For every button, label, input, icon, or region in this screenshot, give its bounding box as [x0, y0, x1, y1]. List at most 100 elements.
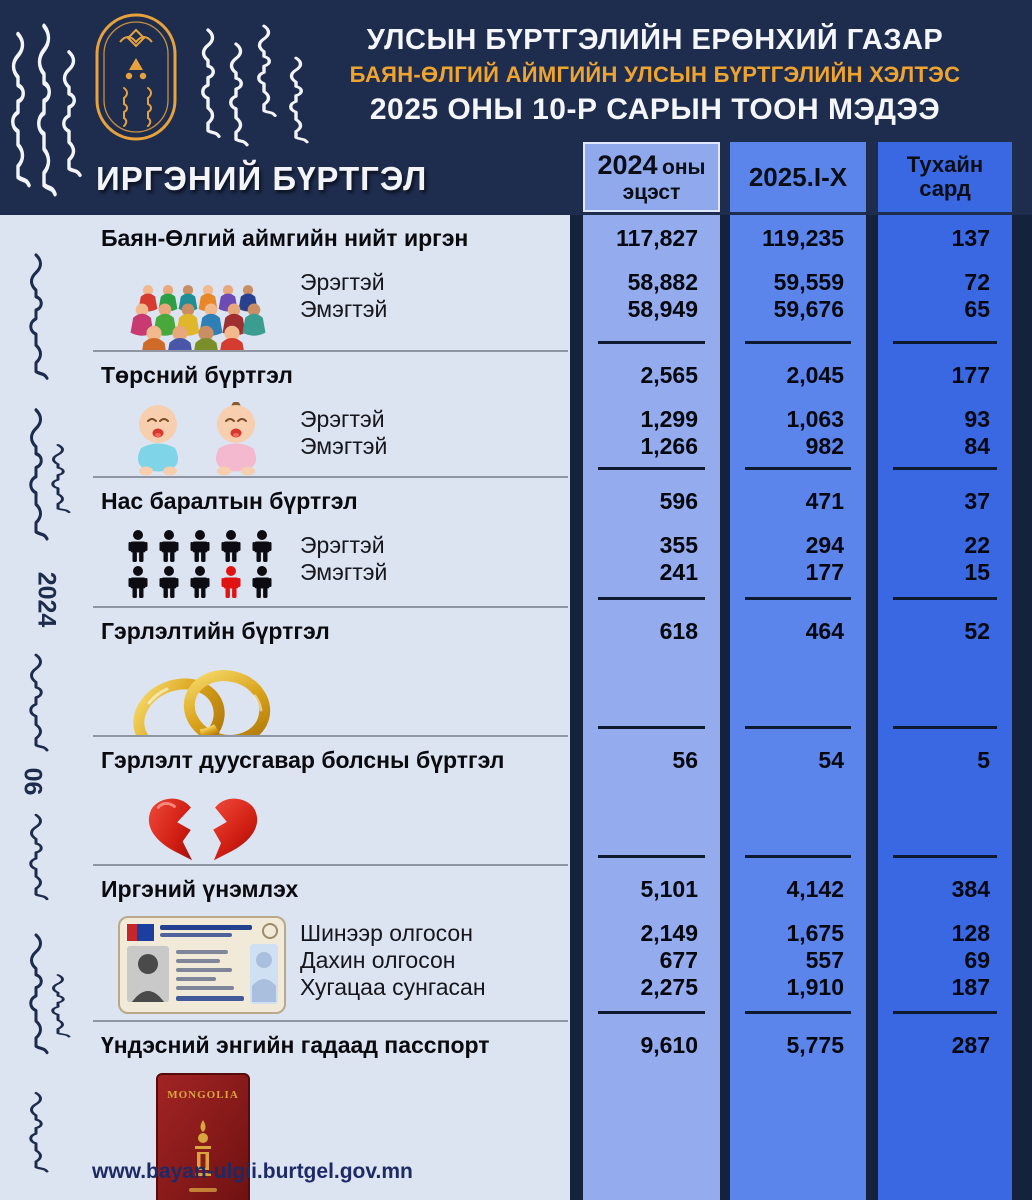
subrow-label: Дахин олгосон — [300, 947, 456, 973]
column-header-line2: сард — [919, 176, 971, 201]
column-underline — [598, 341, 705, 344]
section-value: 56 — [672, 747, 698, 773]
column-underline — [598, 467, 705, 470]
section-divider — [93, 735, 568, 737]
subrow-value: 1,675 — [786, 920, 844, 946]
section-title: Баян-Өлгий аймгийн нийт иргэн — [101, 225, 469, 251]
sidebar-month-numeral: 06 — [18, 767, 47, 796]
death-pictogram-icon — [105, 522, 300, 600]
subrow-value: 84 — [964, 433, 990, 459]
column-header-label: 2025.I-X — [748, 161, 848, 192]
column-underline — [744, 855, 852, 858]
subrow-value: 1,266 — [640, 433, 698, 459]
value-column-3: 52 — [878, 608, 1012, 737]
column-underline — [598, 597, 705, 600]
section-content: Нас баралтын бүртгэл Эрэгтэй Эмэгтэй — [85, 478, 570, 608]
svg-text:MONGOLIA: MONGOLIA — [167, 1089, 239, 1101]
section-value: 2,565 — [640, 362, 698, 388]
value-column-2: 464 — [730, 608, 866, 737]
section-value: 5,775 — [786, 1032, 844, 1058]
value-column-1: 9,610 — [583, 1022, 720, 1200]
id-card-icon — [105, 910, 300, 1016]
section-divider — [93, 476, 568, 478]
subrow-value: 128 — [951, 920, 990, 946]
column-header-suffix: оны — [662, 155, 706, 179]
section-value: 119,235 — [762, 225, 844, 251]
subrow-value: 677 — [659, 947, 698, 973]
column-header-month: Тухайн сард — [878, 142, 1012, 212]
value-column-2: 4,142 1,675 557 1,910 — [730, 866, 866, 1022]
section-value: 52 — [964, 618, 990, 644]
mongolian-script-decoration — [29, 253, 71, 1173]
value-column-1: 2,565 1,299 1,266 — [583, 352, 720, 478]
value-column-3: 287 — [878, 1022, 1012, 1200]
section-content: Үндэсний энгийн гадаад пасспорт MONGOLIA — [85, 1022, 570, 1200]
column-underline — [598, 1011, 705, 1014]
civil-registration-banner: ИРГЭНИЙ БҮРТГЭЛ — [96, 160, 428, 197]
column-header-2024: 2024 оны эцэст — [583, 142, 720, 212]
value-column-1: 618 — [583, 608, 720, 737]
header: УЛСЫН БҮРТГЭЛИЙН ЕРӨНХИЙ ГАЗАР БАЯН-ӨЛГИ… — [0, 0, 1032, 215]
website-link[interactable]: www.bayan-ulgii.burtgel.gov.mn — [92, 1160, 413, 1183]
agency-seal-logo — [95, 13, 177, 141]
column-underline — [892, 726, 998, 729]
value-column-2: 5,775 — [730, 1022, 866, 1200]
section-value: 287 — [951, 1032, 990, 1058]
section-value: 9,610 — [640, 1032, 698, 1058]
broken-heart-icon — [105, 781, 300, 866]
column-header-2025: 2025.I-X — [730, 142, 866, 212]
value-column-2: 2,045 1,063 982 — [730, 352, 866, 478]
section-value: 5,101 — [640, 876, 698, 902]
value-column-2: 471 294 177 — [730, 478, 866, 608]
subrow-value: 58,882 — [627, 269, 698, 295]
column-underline — [892, 855, 998, 858]
value-column-1: 56 — [583, 737, 720, 866]
section-divider — [93, 606, 568, 608]
subrow-value: 982 — [805, 433, 844, 459]
section-value: 596 — [659, 488, 698, 514]
column-underline — [892, 1011, 998, 1014]
value-column-3: 137 72 65 — [878, 215, 1012, 352]
column-underline — [744, 341, 852, 344]
subrow-value: 65 — [964, 296, 990, 322]
subrow-value: 59,676 — [773, 296, 844, 322]
column-underline — [892, 341, 998, 344]
value-column-3: 37 22 15 — [878, 478, 1012, 608]
subrow-value: 58,949 — [627, 296, 698, 322]
section-value: 618 — [659, 618, 698, 644]
subrow-value: 1,063 — [786, 406, 844, 432]
table-section: Гэрлэлтийн бүртгэл 618 464 52 — [85, 608, 1032, 737]
section-value: 137 — [951, 225, 990, 251]
section-content: Гэрлэлт дуусгавар болсны бүртгэл — [85, 737, 570, 866]
column-header-line1: Тухайн — [906, 152, 984, 177]
passport-icon: MONGOLIA — [105, 1066, 300, 1200]
section-value: 471 — [805, 488, 844, 514]
table-section: Иргэний үнэмлэх Шинээр олгосон Дахин олго… — [85, 866, 1032, 1022]
column-header-year: 2024 — [597, 149, 658, 180]
table-section: Төрсний бүртгэл Эрэгтэй Эмэгтэй 2,565 1,299… — [85, 352, 1032, 478]
section-content: Баян-Өлгий аймгийн нийт иргэн Эрэгтэй Эмэ… — [85, 215, 570, 352]
subrow-value: 15 — [964, 559, 990, 585]
section-title: Үндэсний энгийн гадаад пасспорт — [101, 1032, 490, 1058]
section-title: Гэрлэлт дуусгавар болсны бүртгэл — [101, 747, 505, 773]
table-section: Нас баралтын бүртгэл Эрэгтэй Эмэгтэй 596 35… — [85, 478, 1032, 608]
section-value: 464 — [805, 618, 844, 644]
section-content: Гэрлэлтийн бүртгэл — [85, 608, 570, 737]
subrow-value: 177 — [805, 559, 844, 585]
value-column-2: 119,235 59,559 59,676 — [730, 215, 866, 352]
section-value: 37 — [964, 488, 990, 514]
statistics-table: Баян-Өлгий аймгийн нийт иргэн Эрэгтэй Эмэ… — [85, 215, 1032, 1200]
value-column-3: 384 128 69 187 — [878, 866, 1012, 1022]
subrow-label: Шинээр олгосон — [300, 920, 473, 946]
subrow-value: 241 — [659, 559, 698, 585]
subrow-value: 22 — [964, 532, 990, 558]
subrow-value: 1,910 — [786, 974, 844, 1000]
subrow-label: Эмэгтэй — [300, 296, 388, 322]
crowd-icon — [105, 259, 300, 352]
column-underline — [598, 726, 705, 729]
value-column-1: 596 355 241 — [583, 478, 720, 608]
subrow-label: Эрэгтэй — [300, 269, 385, 295]
subrow-value: 2,149 — [640, 920, 698, 946]
column-underline — [744, 1011, 852, 1014]
